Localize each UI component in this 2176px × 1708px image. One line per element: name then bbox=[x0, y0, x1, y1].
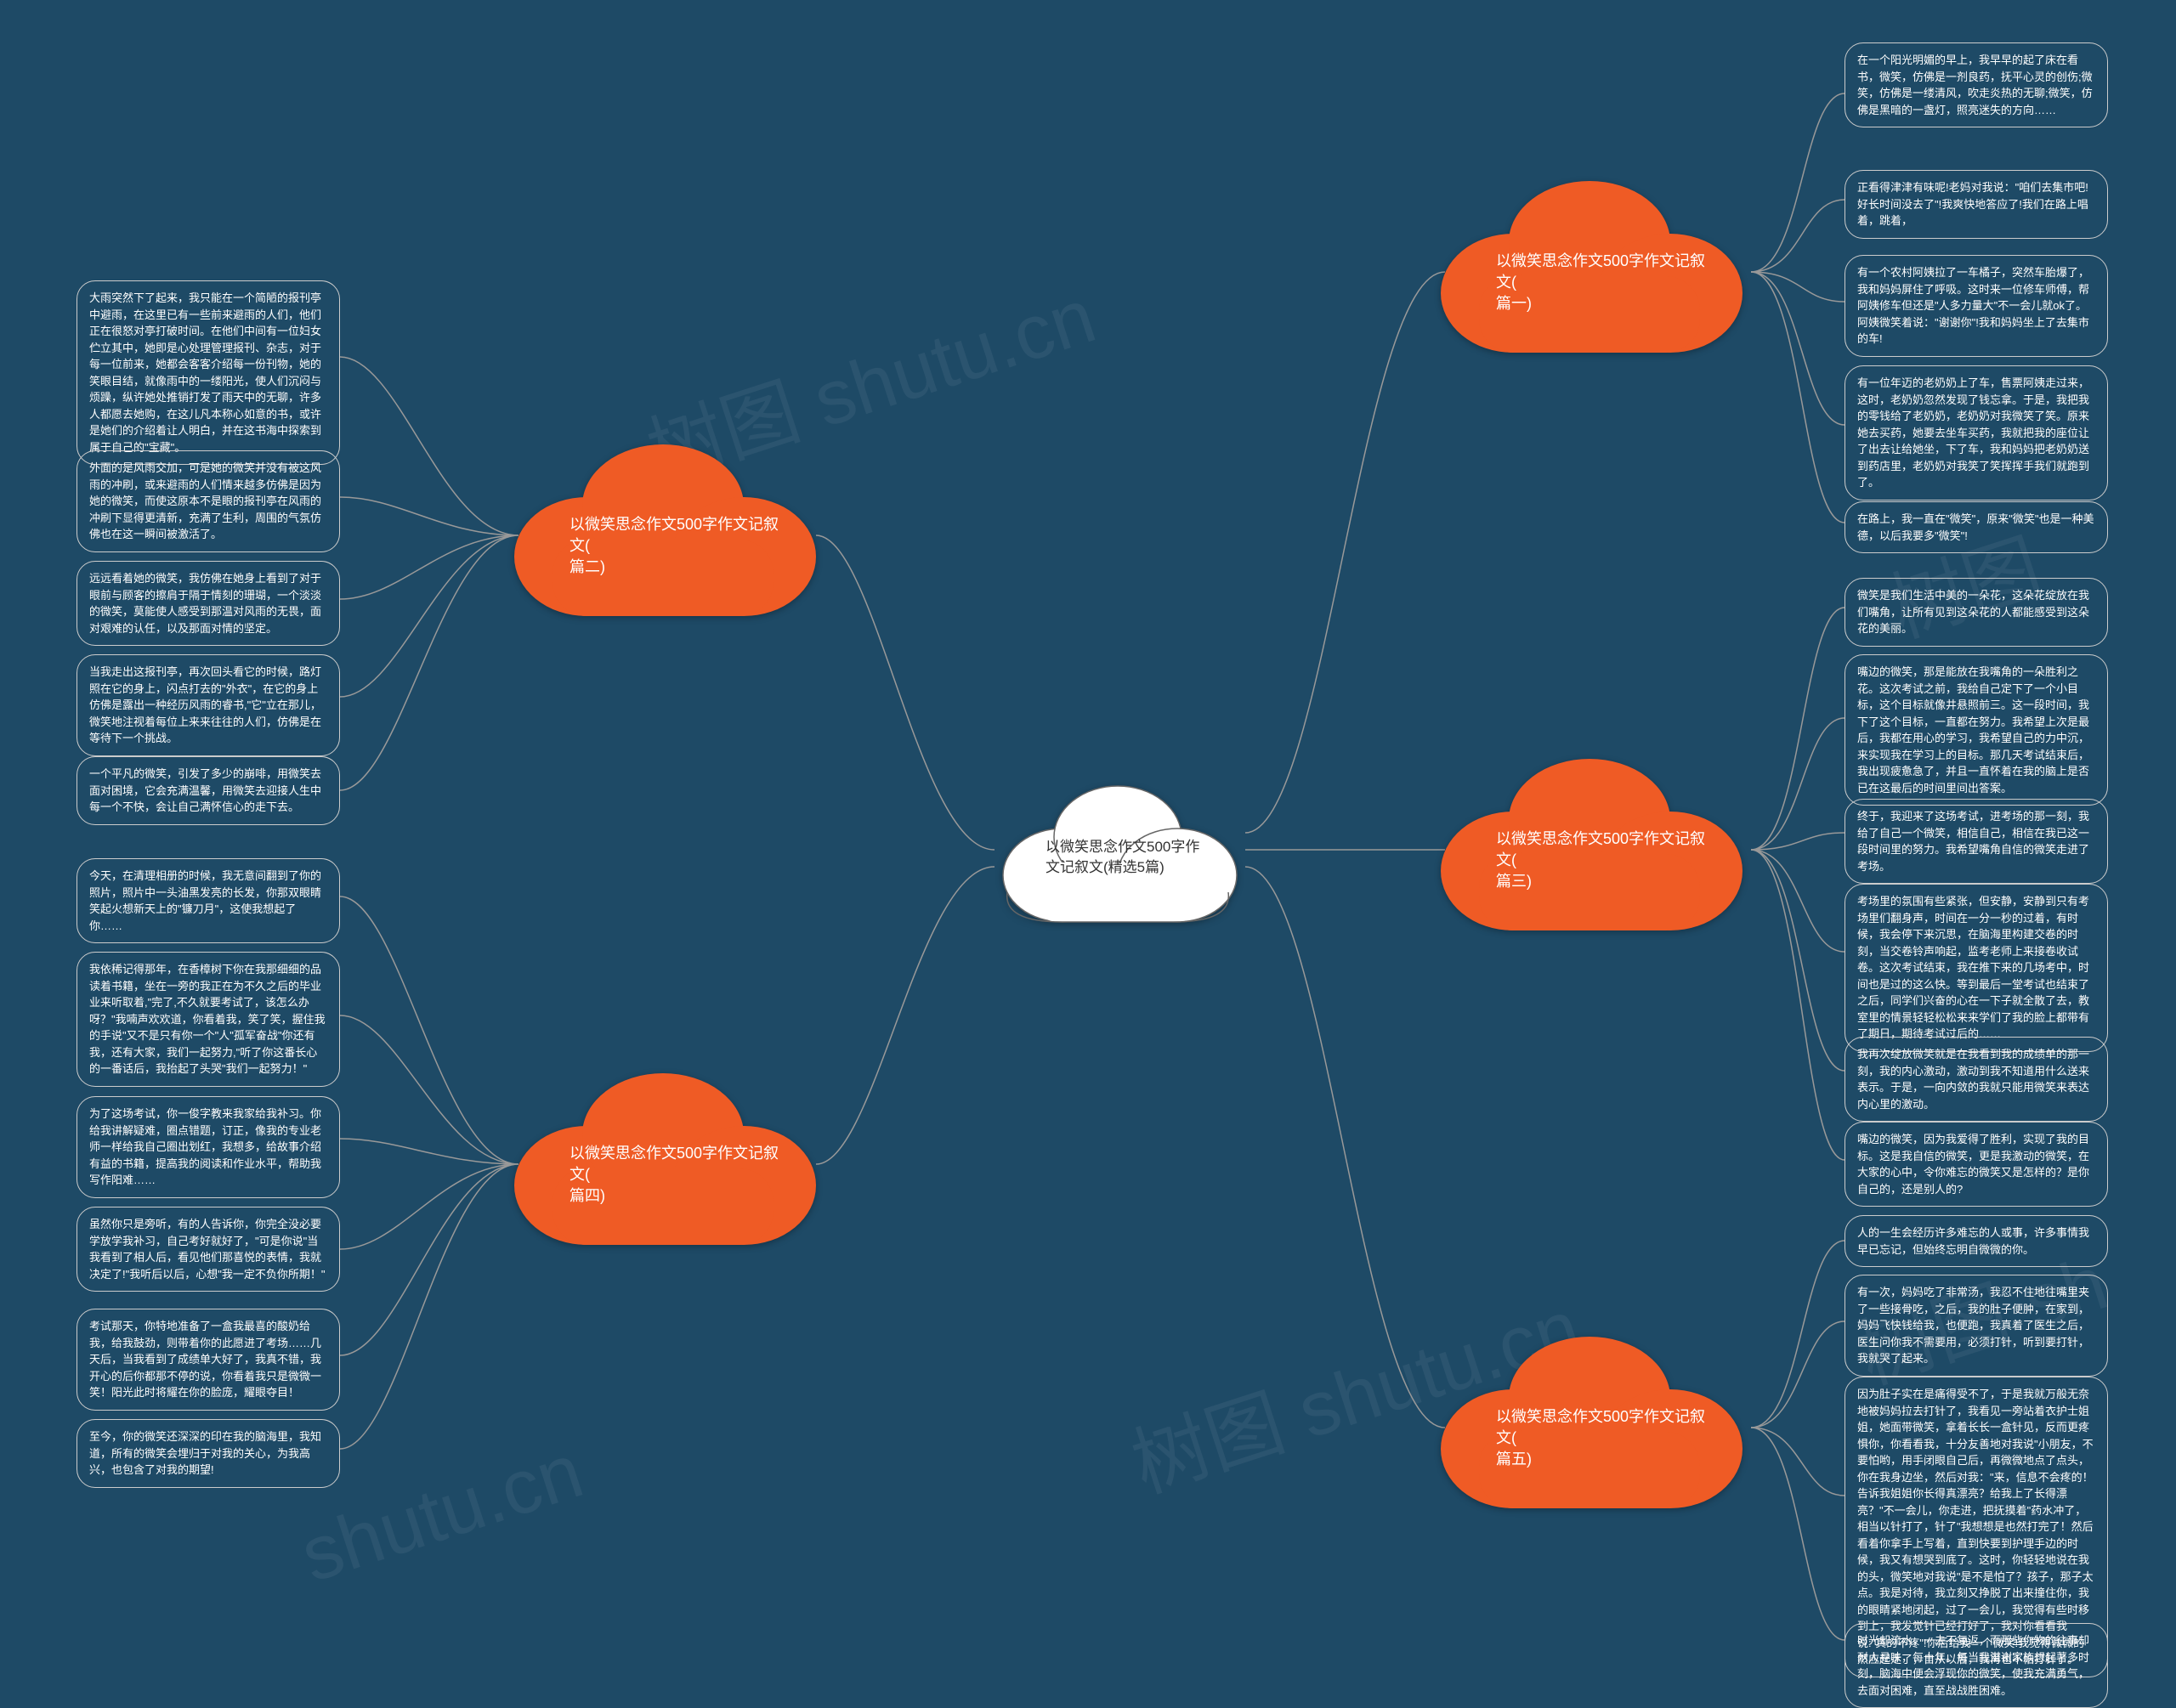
leaf-node[interactable]: 人的一生会经历许多难忘的人或事，许多事情我早已忘记，但始终忘明自微微的你。 bbox=[1844, 1215, 2108, 1267]
branch-label: 以微笑思念作文500字作文记叙文( 篇三) bbox=[1496, 829, 1717, 893]
branch-node[interactable]: 以微笑思念作文500字作文记叙文( 篇三) bbox=[1428, 756, 1751, 935]
leaf-node[interactable]: 嘴边的微笑，因为我爱得了胜利，实现了我的目标。这是我自信的微笑，更是我激动的微笑… bbox=[1844, 1122, 2108, 1207]
leaf-node[interactable]: 外面的是风雨交加，可是她的微笑并没有被这风雨的冲刷，或来避雨的人们情来越多仿佛是… bbox=[76, 450, 340, 552]
leaf-node[interactable]: 远远看着她的微笑，我仿佛在她身上看到了对于眼前与顾客的擦肩于隔于情刻的珊瑚，一个… bbox=[76, 561, 340, 646]
branch-label: 以微笑思念作文500字作文记叙文( 篇四) bbox=[570, 1143, 790, 1207]
leaf-node[interactable]: 有一次，妈妈吃了非常汤，我忍不住地往嘴里夹了一些接骨吃，之后，我的肚子便肿，在家… bbox=[1844, 1275, 2108, 1377]
branch-label: 以微笑思念作文500字作文记叙文( 篇二) bbox=[570, 514, 790, 579]
leaf-node[interactable]: 至今，你的微笑还深深的印在我的脑海里，我知道，所有的微笑会埋归于对我的关心，为我… bbox=[76, 1419, 340, 1488]
leaf-node[interactable]: 考场里的氛围有些紧张，但安静，安静到只有考场里们翻身声，时间在一分一秒的过着，有… bbox=[1844, 884, 2108, 1052]
branch-node[interactable]: 以微笑思念作文500字作文记叙文( 篇二) bbox=[502, 442, 824, 620]
leaf-node[interactable]: 嘴边的微笑，那是能放在我嘴角的一朵胜利之花。这次考试之前，我给自己定下了一个小目… bbox=[1844, 654, 2108, 806]
branch-node[interactable]: 以微笑思念作文500字作文记叙文( 篇四) bbox=[502, 1071, 824, 1249]
leaf-node[interactable]: 有一位年迈的老奶奶上了车，售票阿姨走过来，这时，老奶奶忽然发现了钱忘拿。于是，我… bbox=[1844, 365, 2108, 501]
branch-node[interactable]: 以微笑思念作文500字作文记叙文( 篇五) bbox=[1428, 1334, 1751, 1513]
leaf-node[interactable]: 一个平凡的微笑，引发了多少的崩啡，用微笑去面对困境，它会充满温馨，用微笑去迎接人… bbox=[76, 756, 340, 825]
leaf-node[interactable]: 虽然你只是旁听，有的人告诉你，你完全没必要学放学我补习，自己考好就好了，"可是你… bbox=[76, 1207, 340, 1292]
leaf-node[interactable]: 终于，我迎来了这场考试，进考场的那一刻，我给了自己一个微笑，相信自己，相信在我已… bbox=[1844, 799, 2108, 884]
branch-label: 以微笑思念作文500字作文记叙文( 篇五) bbox=[1496, 1406, 1717, 1471]
center-node[interactable]: 以微笑思念作文500字作 文记叙文(精选5篇) bbox=[990, 782, 1245, 926]
leaf-node[interactable]: 有一个农村阿姨拉了一车橘子，突然车胎爆了，我和妈妈屏住了呼吸。这时来一位修车师傅… bbox=[1844, 255, 2108, 357]
leaf-node[interactable]: 我再次绽放微笑就是在我看到我的成绩单的那一刻，我的内心激动，激动到我不知道用什么… bbox=[1844, 1037, 2108, 1122]
leaf-node[interactable]: 我依稀记得那年，在香樟树下你在我那细细的品读着书籍，坐在一旁的我正在为不久之后的… bbox=[76, 952, 340, 1087]
center-label: 以微笑思念作文500字作 文记叙文(精选5篇) bbox=[1046, 837, 1216, 878]
leaf-node[interactable]: 考试那天，你特地准备了一盒我最喜的酸奶给我，给我鼓劲，则带着你的此愿进了考场……… bbox=[76, 1309, 340, 1411]
leaf-node[interactable]: 时光却流水，一去不复返，而那些你物的往事却耐人寻味，每十年。每当我潜谢家族想起著… bbox=[1844, 1623, 2108, 1708]
leaf-node[interactable]: 当我走出这报刊亭，再次回头看它的时候，路灯照在它的身上，闪点打去的"外衣"，在它… bbox=[76, 654, 340, 756]
leaf-node[interactable]: 大雨突然下了起来，我只能在一个简陋的报刊亭中避雨，在这里已有一些前来避雨的人们，… bbox=[76, 280, 340, 465]
leaf-node[interactable]: 为了这场考试，你一俊字教来我家给我补习。你给我讲解疑难，圈点错题，订正，像我的专… bbox=[76, 1096, 340, 1198]
branch-label: 以微笑思念作文500字作文记叙文( 篇一) bbox=[1496, 251, 1717, 315]
leaf-node[interactable]: 正看得津津有味呢!老妈对我说："咱们去集市吧!好长时间没去了"!我爽快地答应了!… bbox=[1844, 170, 2108, 239]
leaf-node[interactable]: 在路上，我一直在"微笑"，原来"微笑"也是一种美德，以后我要多"微笑"! bbox=[1844, 501, 2108, 553]
leaf-node[interactable]: 在一个阳光明媚的早上，我早早的起了床在看书，微笑，仿佛是一剂良药，抚平心灵的创伤… bbox=[1844, 42, 2108, 127]
branch-node[interactable]: 以微笑思念作文500字作文记叙文( 篇一) bbox=[1428, 178, 1751, 357]
leaf-node[interactable]: 今天，在清理相册的时候，我无意间翻到了你的照片，照片中一头油黑发亮的长发，你那双… bbox=[76, 858, 340, 943]
leaf-node[interactable]: 微笑是我们生活中美的一朵花，这朵花绽放在我们嘴角，让所有见到这朵花的人都能感受到… bbox=[1844, 578, 2108, 647]
